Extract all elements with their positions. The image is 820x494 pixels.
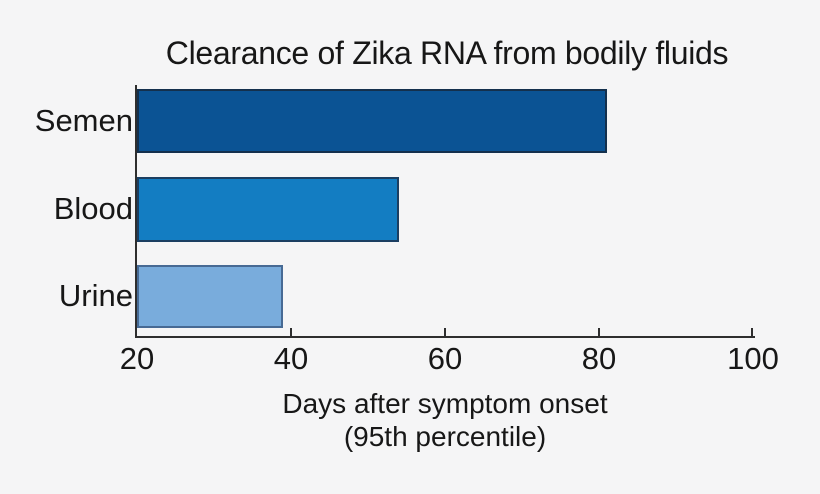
x-axis-label-line1: Days after symptom onset	[282, 388, 608, 419]
x-axis-tick	[444, 328, 446, 336]
bar-semen	[137, 89, 607, 153]
x-tick-label: 60	[427, 341, 463, 376]
category-label-semen: Semen	[34, 103, 133, 138]
x-axis-label-line2: (95th percentile)	[343, 421, 547, 452]
plot-area	[135, 85, 755, 338]
y-axis-line	[135, 85, 137, 338]
category-label-urine: Urine	[58, 278, 133, 313]
chart-title: Clearance of Zika RNA from bodily fluids	[165, 35, 729, 71]
category-label-blood: Blood	[53, 191, 133, 226]
x-axis-label: Days after symptom onset (95th percentil…	[137, 387, 753, 453]
x-tick-label: 80	[581, 341, 617, 376]
x-tick-label: 40	[273, 341, 309, 376]
x-axis-tick	[598, 328, 600, 336]
x-axis-line	[135, 336, 755, 338]
x-tick-label: 100	[727, 341, 779, 376]
x-axis-tick	[751, 328, 753, 336]
bar-urine	[137, 265, 284, 328]
x-axis-tick	[290, 328, 292, 336]
bar-blood	[137, 177, 399, 242]
x-tick-label: 20	[119, 341, 155, 376]
